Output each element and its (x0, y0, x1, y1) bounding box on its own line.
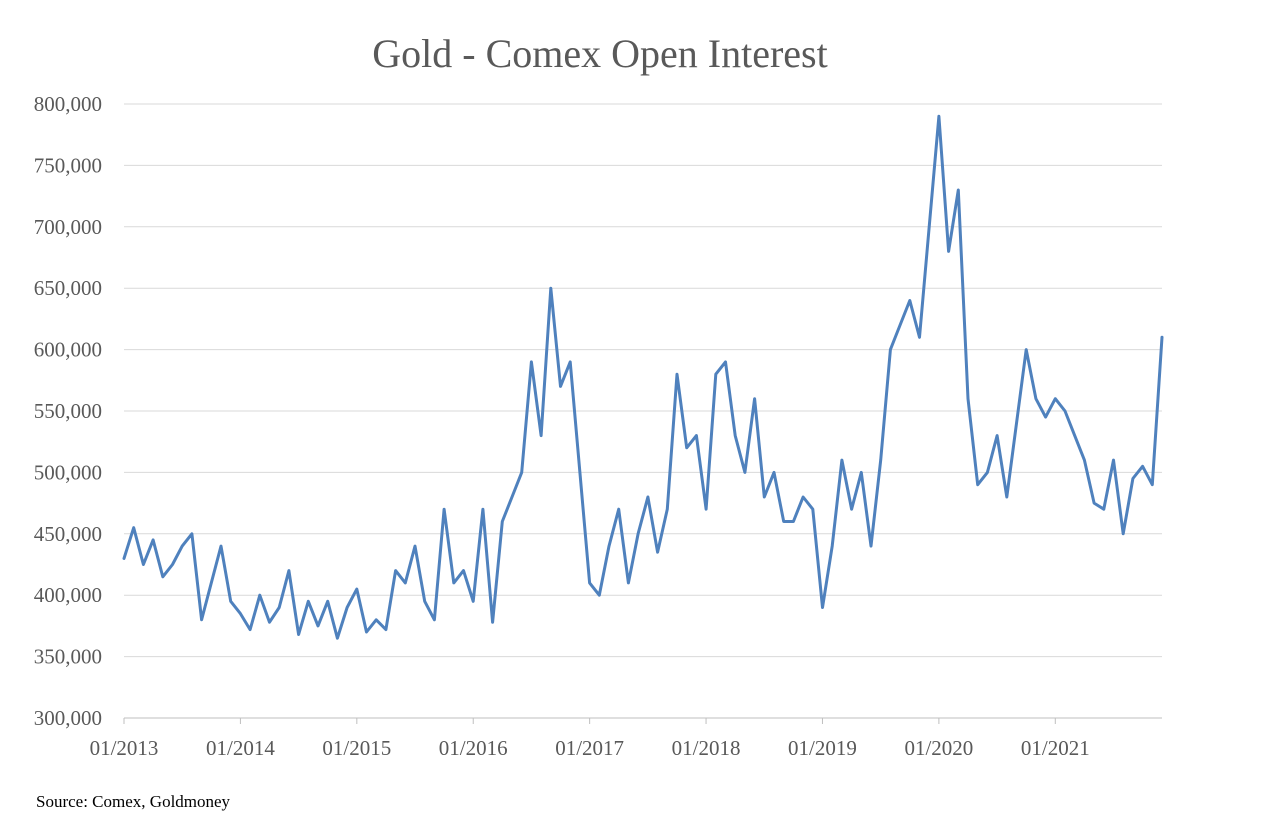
x-tick-label: 01/2018 (672, 736, 741, 760)
x-tick-label: 01/2013 (90, 736, 159, 760)
y-tick-label: 650,000 (34, 276, 102, 300)
x-tick-label: 01/2017 (555, 736, 624, 760)
series-line (122, 114, 1164, 640)
y-tick-label: 800,000 (34, 92, 102, 116)
y-tick-label: 500,000 (34, 460, 102, 484)
x-tick-label: 01/2016 (439, 736, 508, 760)
y-tick-label: 400,000 (34, 583, 102, 607)
chart-title: Gold - Comex Open Interest (372, 31, 828, 76)
y-tick-label: 550,000 (34, 399, 102, 423)
source-note: Source: Comex, Goldmoney (36, 792, 231, 811)
y-tick-label: 600,000 (34, 338, 102, 362)
y-tick-label: 750,000 (34, 153, 102, 177)
x-tick-label: 01/2021 (1021, 736, 1090, 760)
x-tick-label: 01/2015 (322, 736, 391, 760)
y-tick-label: 350,000 (34, 645, 102, 669)
x-tick-label: 01/2019 (788, 736, 857, 760)
y-tick-label: 700,000 (34, 215, 102, 239)
x-tick-label: 01/2014 (206, 736, 275, 760)
x-tick-label: 01/2020 (904, 736, 973, 760)
y-tick-label: 300,000 (34, 706, 102, 730)
y-tick-label: 450,000 (34, 522, 102, 546)
